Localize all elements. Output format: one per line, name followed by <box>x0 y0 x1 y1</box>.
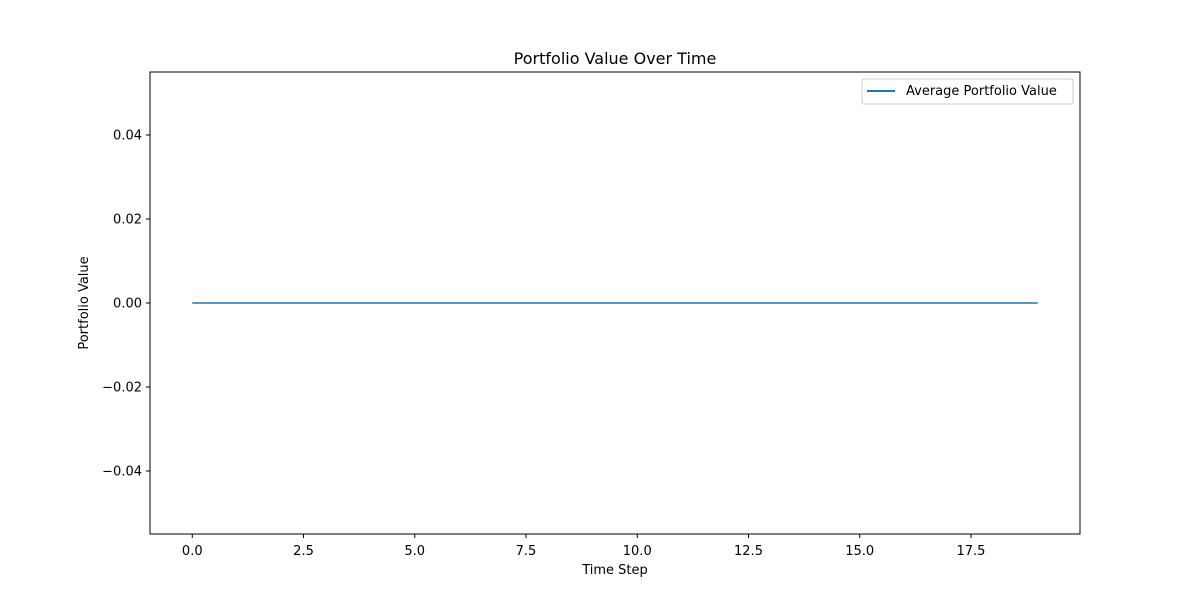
y-tick-label: −0.04 <box>102 465 142 480</box>
legend-label: Average Portfolio Value <box>906 84 1057 99</box>
plot-frame <box>149 71 1081 535</box>
y-tick-label: 0.00 <box>113 297 142 312</box>
y-tick-label: −0.02 <box>102 381 142 396</box>
legend: Average Portfolio Value <box>861 78 1074 105</box>
x-axis-title: Time Step <box>581 563 648 578</box>
x-tick-label: 2.5 <box>293 544 314 559</box>
x-tick-label: 5.0 <box>404 544 425 559</box>
y-axis-title: Portfolio Value <box>77 256 92 349</box>
x-tick-label: 7.5 <box>516 544 537 559</box>
x-tick-label: 12.5 <box>734 544 763 559</box>
x-tick-label: 17.5 <box>957 544 986 559</box>
legend-box <box>861 78 1074 105</box>
y-tick-label: 0.04 <box>113 129 142 144</box>
y-tick-label: 0.02 <box>113 213 142 228</box>
x-tick-label: 0.0 <box>182 544 203 559</box>
x-tick-label: 15.0 <box>845 544 874 559</box>
x-tick-label: 10.0 <box>623 544 652 559</box>
x-axis-ticks: 0.0 2.5 5.0 7.5 10.0 12.5 15.0 17.5 <box>182 534 986 559</box>
y-axis-ticks: −0.04 −0.02 0.00 0.02 0.04 <box>102 129 150 480</box>
chart-title: Portfolio Value Over Time <box>514 49 717 68</box>
